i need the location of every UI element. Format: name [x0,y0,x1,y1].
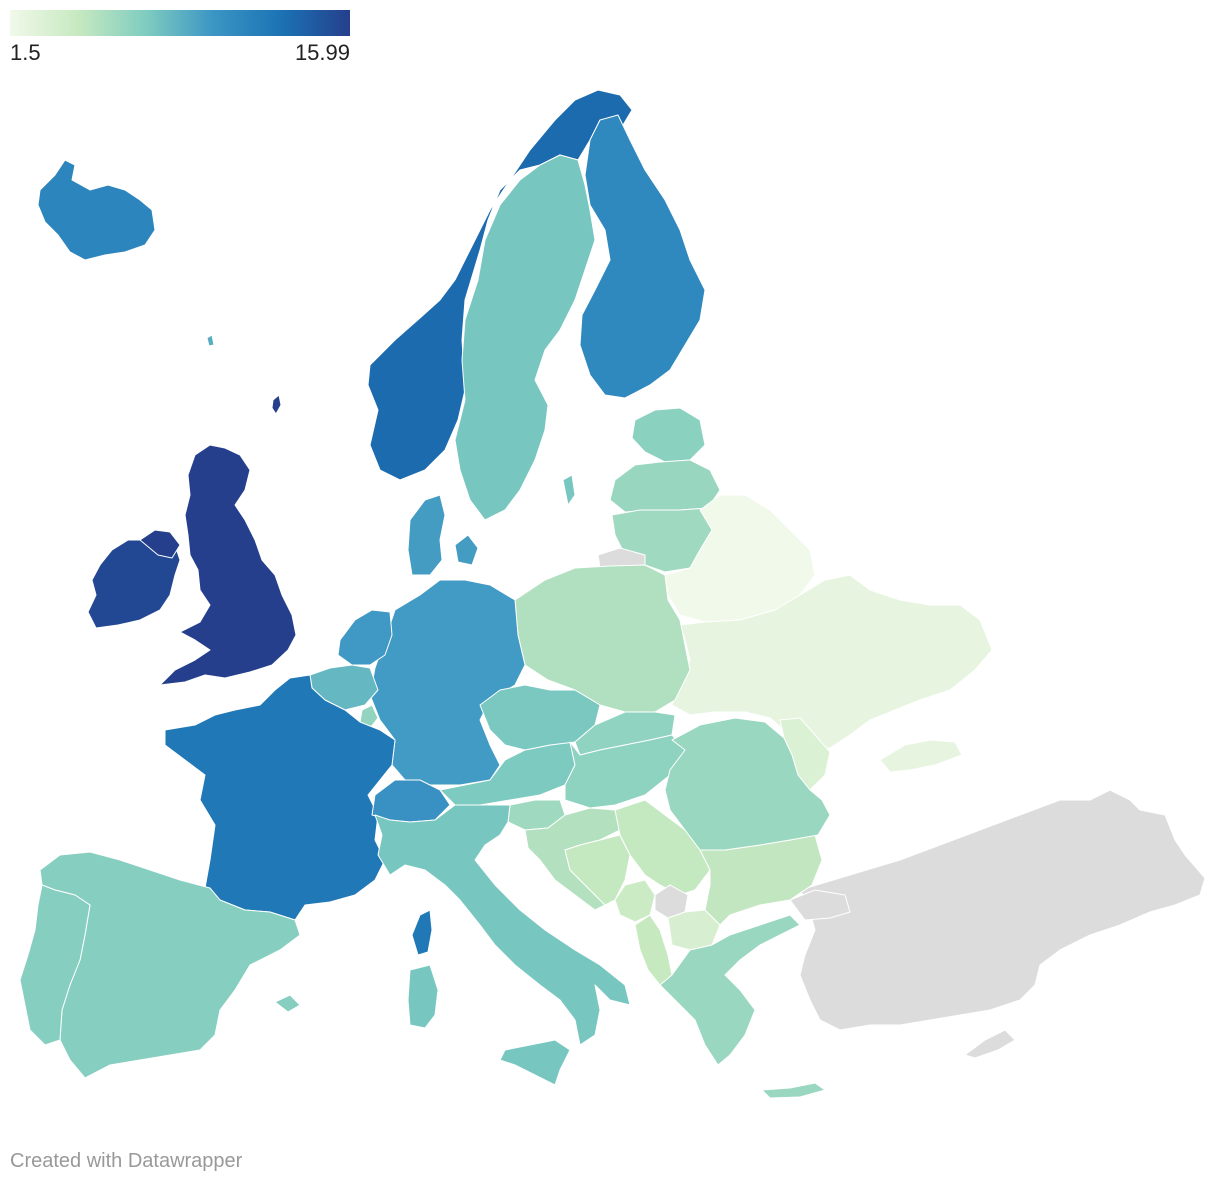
region-sardinia[interactable] [407,964,439,1029]
credit-text: Created with Datawrapper [10,1150,243,1172]
region-montenegro[interactable] [614,879,656,923]
region-poland[interactable] [514,564,691,713]
region-estonia[interactable] [631,407,706,463]
region-corsica[interactable] [411,909,433,956]
region-denmark[interactable] [407,494,446,576]
region-iceland[interactable] [37,159,156,261]
region-ireland[interactable] [87,534,181,629]
region-latvia[interactable] [609,459,721,513]
region-france[interactable] [164,674,396,921]
region-romania[interactable] [664,717,831,851]
region-sweden[interactable] [454,154,596,521]
region-sicily[interactable] [499,1039,571,1086]
region-cyprus[interactable] [964,1029,1016,1059]
region-faroe-islands[interactable] [206,334,215,347]
legend-min-label: 1.5 [10,40,41,65]
region-switzerland[interactable] [371,779,451,823]
region-balearic-islands[interactable] [274,994,301,1013]
region-crete[interactable] [761,1082,826,1099]
region-germany[interactable] [369,579,526,786]
region-turkey[interactable] [799,789,1206,1031]
region-north-macedonia[interactable] [667,909,721,951]
region-serbia[interactable] [614,799,711,896]
region-crimea[interactable] [879,739,963,773]
region-netherlands[interactable] [337,609,393,666]
region-greece[interactable] [659,914,801,1066]
region-albania[interactable] [634,914,673,986]
region-denmark-zealand[interactable] [454,534,479,566]
legend-max-label: 15.99 [294,40,350,65]
region-ukraine[interactable] [671,574,993,751]
region-portugal[interactable] [19,884,91,1046]
region-turkey-thrace[interactable] [789,889,851,921]
region-northern-ireland[interactable] [139,529,181,559]
region-luxembourg[interactable] [359,704,379,729]
color-legend: 1.5 15.99 [10,10,350,65]
region-italy[interactable] [374,804,631,1046]
region-bosnia-and-herzegovina[interactable] [564,834,631,906]
region-gotland[interactable] [562,474,576,506]
region-shetland[interactable] [271,394,282,415]
region-united-kingdom[interactable] [159,444,297,686]
region-finland[interactable] [579,114,706,399]
legend-gradient-bar [10,10,350,36]
